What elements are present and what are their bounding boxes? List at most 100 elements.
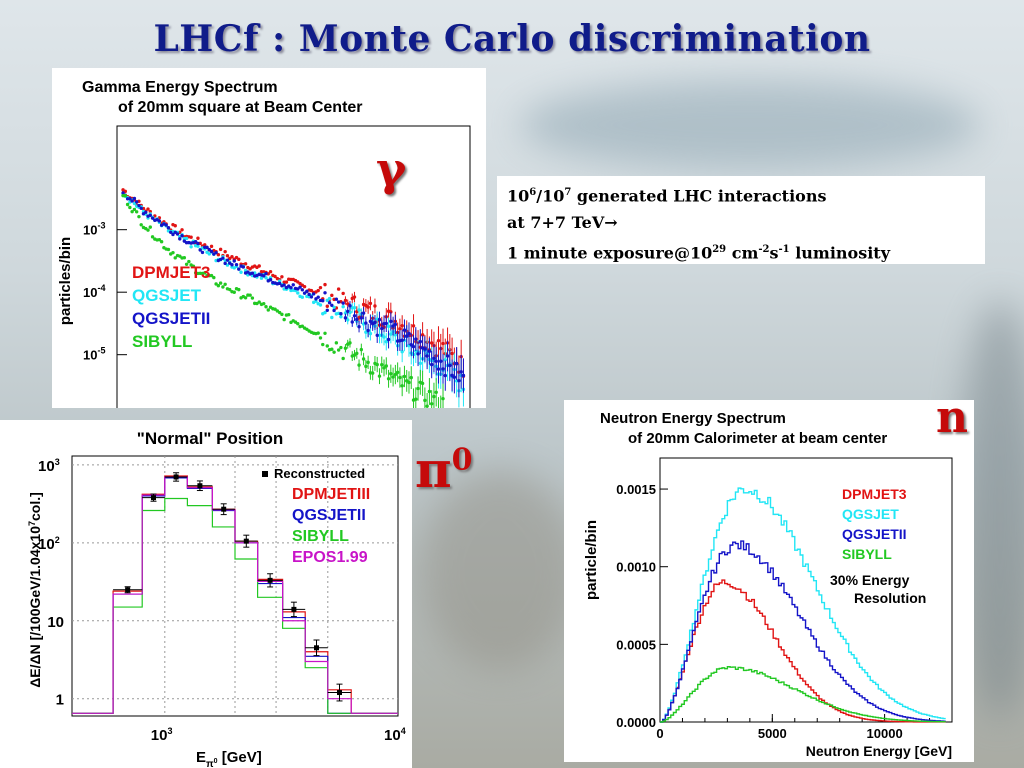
gamma-data-point (171, 250, 175, 255)
gamma-data-point (282, 317, 286, 322)
gamma-data-point (325, 304, 329, 308)
info-superscript: 7 (564, 187, 572, 198)
gamma-data-point (364, 364, 368, 369)
pi0-y-tick-label-base: 10 (38, 458, 55, 475)
gamma-data-point (225, 258, 230, 262)
pi0-x-tick-label-base: 10 (151, 727, 168, 744)
gamma-data-point (343, 316, 348, 320)
gamma-data-point (289, 285, 293, 290)
gamma-data-point (139, 206, 143, 210)
gamma-y-axis-label: particles/bin (57, 237, 74, 325)
gamma-data-point (366, 328, 370, 333)
gamma-data-point (361, 311, 366, 315)
gamma-data-point (241, 265, 246, 269)
gamma-data-point (223, 261, 227, 266)
info-text: s (769, 243, 779, 263)
info-line: 1 minute exposure@1029 cm-2s-1 luminosit… (507, 236, 975, 266)
gamma-data-point (327, 300, 332, 305)
gamma-data-point (234, 262, 239, 267)
neutron-legend-entry: DPMJET3 (842, 486, 907, 502)
gamma-data-point (339, 345, 343, 350)
slide-title: LHCf : Monte Carlo discrimination (153, 18, 871, 60)
gamma-data-point (237, 267, 241, 271)
gamma-data-point (221, 256, 225, 260)
neutron-chart-subtitle: of 20mm Calorimeter at beam center (628, 430, 887, 447)
gamma-data-point (280, 275, 284, 279)
gamma-data-point (448, 363, 452, 368)
neutron-annotation: Resolution (854, 590, 926, 606)
gamma-data-point (368, 319, 373, 324)
neutron-legend-entry: SIBYLL (842, 546, 892, 562)
info-text: at 7+7 TeV (507, 213, 605, 233)
gamma-legend-entry: QGSJET (132, 286, 202, 305)
gamma-data-point (384, 364, 388, 368)
gamma-data-point (434, 359, 438, 363)
gamma-data-point (429, 402, 434, 406)
gamma-data-point (209, 244, 214, 249)
gamma-data-point (375, 362, 379, 367)
gamma-data-point (248, 293, 252, 297)
gamma-data-point (150, 216, 155, 220)
gamma-data-point (262, 301, 266, 306)
neutron-curve-qgsjetii (660, 540, 946, 723)
gamma-data-point (429, 341, 434, 345)
gamma-data-point (384, 321, 388, 326)
gamma-data-point (364, 321, 368, 325)
gamma-data-point (366, 360, 370, 365)
gamma-data-point (343, 346, 348, 350)
gamma-data-point (209, 273, 214, 278)
gamma-data-point (352, 314, 357, 318)
gamma-data-point (207, 252, 211, 256)
gamma-data-point (432, 356, 436, 360)
pi0-x-axis-label-xlabel_main: E (196, 749, 206, 766)
gamma-data-point (180, 234, 184, 238)
gamma-data-point (287, 312, 291, 317)
gamma-data-point (218, 281, 223, 285)
gamma-data-point (148, 213, 152, 217)
gamma-data-point (311, 292, 316, 296)
gamma-y-tick-label: 10-3 (83, 221, 105, 238)
gamma-data-point (150, 235, 155, 239)
neutron-curve-qgsjet (660, 487, 946, 723)
gamma-y-tick-label-exponent: -4 (97, 283, 105, 293)
gamma-data-point (443, 373, 447, 378)
gamma-data-point (316, 331, 320, 335)
gamma-data-point (334, 297, 339, 301)
pi0-reco-point (197, 483, 203, 489)
pi0-x-tick-label: 103 (151, 726, 173, 744)
gamma-data-point (368, 331, 373, 336)
gamma-data-point (146, 228, 150, 232)
gamma-data-point (171, 232, 175, 237)
gamma-data-point (316, 288, 320, 293)
gamma-data-point (230, 263, 234, 267)
gamma-data-point (184, 262, 189, 266)
pi0-histogram-epos199 (72, 476, 398, 714)
gamma-y-tick-label-exponent: -5 (97, 346, 105, 356)
pi0-reco-point (125, 587, 131, 593)
gamma-data-point (232, 290, 236, 294)
gamma-data-point (130, 209, 134, 214)
neutron-x-axis-label: Neutron Energy [GeV] (806, 743, 952, 759)
gamma-data-point (148, 209, 152, 214)
gamma-data-point (262, 274, 266, 278)
pi0-reco-point (337, 690, 343, 696)
gamma-data-point (264, 276, 268, 280)
gamma-data-point (441, 396, 445, 401)
gamma-data-point (439, 359, 443, 363)
gamma-data-point (223, 249, 227, 254)
gamma-data-point (441, 367, 445, 371)
neutron-x-tick-label: 0 (656, 726, 663, 741)
gamma-data-point (273, 274, 277, 279)
gamma-data-point (137, 203, 141, 208)
gamma-spectrum-panel: Gamma Energy Spectrum of 20mm square at B… (52, 68, 486, 408)
gamma-data-point (325, 308, 329, 312)
gamma-data-point (200, 250, 205, 255)
gamma-data-point (189, 245, 193, 249)
neutron-spectrum-chart: Neutron Energy Spectrum of 20mm Calorimet… (583, 410, 953, 759)
pi0-y-axis-label-ylabel: ΔE/ΔN [/100GeV/1.04x10 (27, 526, 43, 688)
info-text: cm (726, 243, 759, 263)
pi0-spectrum-panel: "Normal" Position 103 104 1 10 102 103 Eπ0 [GeV… (0, 420, 412, 768)
gamma-data-point (389, 319, 393, 324)
gamma-data-point (323, 310, 327, 315)
neutron-plot-frame (659, 457, 953, 723)
